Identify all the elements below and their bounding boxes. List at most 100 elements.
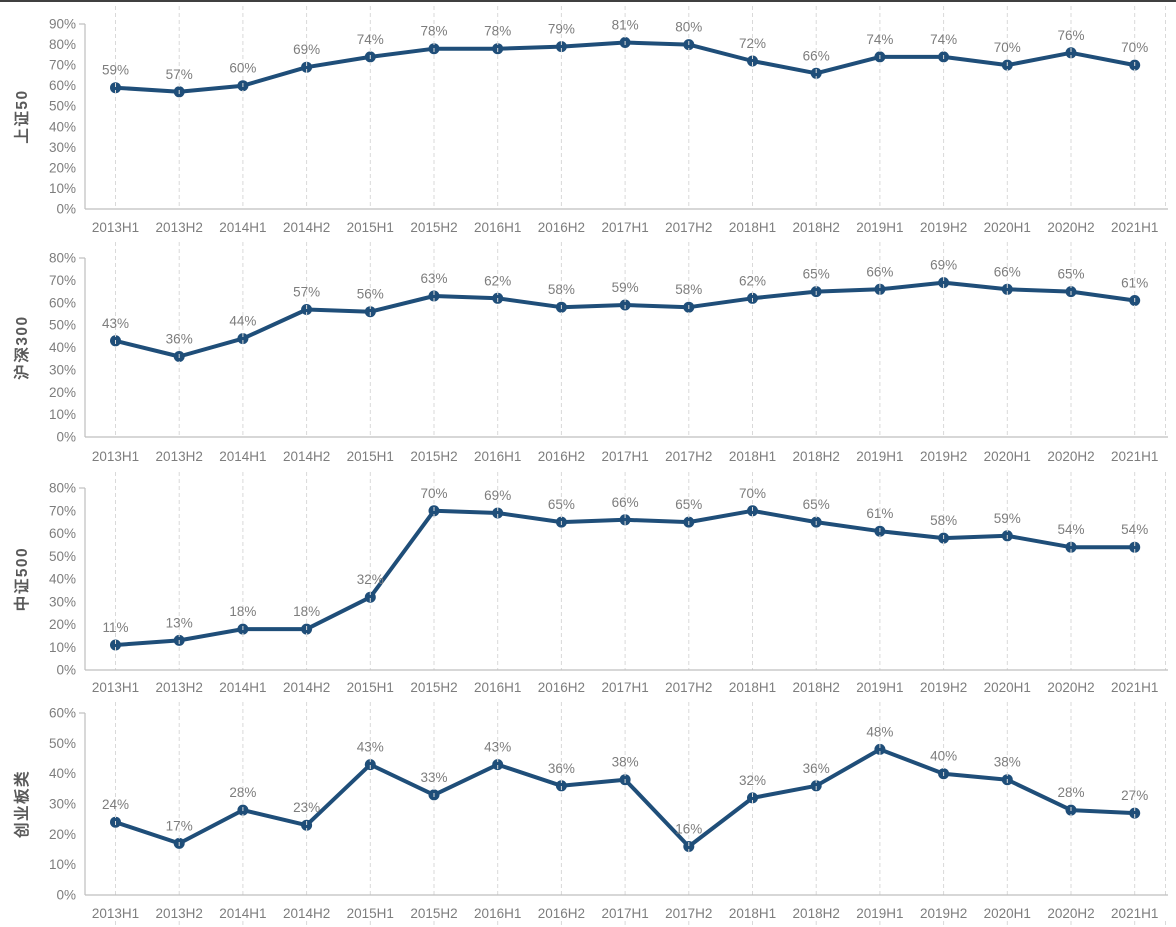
x-tick-label: 2017H1 (601, 906, 648, 921)
data-point-marker (810, 67, 822, 79)
x-tick-label: 2014H1 (219, 449, 266, 464)
data-label: 36% (803, 761, 830, 776)
data-point-marker (1065, 541, 1077, 553)
data-label: 62% (484, 273, 511, 288)
chart-panel-3: 0% 10% 20% 30% 40% 50% 60% 70% 80% 2013H1 2013H2 20… (12, 472, 1168, 695)
x-tick-label: 2018H1 (729, 906, 776, 921)
y-tick-label: 70% (49, 273, 76, 288)
x-tick-label: 2016H2 (538, 449, 585, 464)
y-tick-label: 40% (49, 572, 76, 587)
y-axis-title: 中证500 (12, 547, 31, 611)
data-point-marker (874, 283, 886, 295)
data-label: 65% (1057, 267, 1084, 282)
data-point-marker (110, 82, 121, 94)
x-tick-label: 2015H1 (347, 220, 394, 235)
x-tick-label: 2019H1 (856, 906, 903, 921)
data-label: 38% (994, 755, 1021, 770)
y-tick-label: 50% (49, 736, 76, 751)
y-tick-label: 0% (56, 202, 76, 217)
data-label: 81% (612, 18, 639, 33)
y-tick-label: 60% (49, 295, 76, 310)
data-point-marker (110, 639, 121, 651)
x-tick-label: 2017H1 (601, 220, 648, 235)
y-tick-label: 0% (56, 888, 76, 903)
data-label: 43% (102, 316, 129, 331)
x-tick-label: 2020H2 (1047, 449, 1094, 464)
x-tick-label: 2013H1 (92, 906, 139, 921)
x-tick-label: 2014H2 (283, 220, 330, 235)
y-tick-label: 50% (49, 549, 76, 564)
y-tick-label: 80% (49, 37, 76, 52)
data-label: 69% (293, 42, 320, 57)
data-label: 32% (739, 773, 766, 788)
data-label: 74% (357, 32, 384, 47)
x-tick-label: 2014H2 (283, 449, 330, 464)
data-label: 38% (612, 755, 639, 770)
x-tick-label: 2013H2 (156, 220, 203, 235)
x-tick-label: 2013H1 (92, 220, 139, 235)
y-tick-label: 40% (49, 119, 76, 134)
x-tick-label: 2016H1 (474, 680, 521, 695)
data-label: 72% (739, 36, 766, 51)
data-point-marker (364, 759, 376, 771)
x-tick-label: 2016H1 (474, 449, 521, 464)
data-point-marker (555, 41, 567, 53)
x-tick-label: 2019H1 (856, 220, 903, 235)
y-axis-title: 上证50 (13, 89, 31, 143)
x-tick-label: 2016H1 (474, 906, 521, 921)
x-tick-label: 2020H2 (1047, 220, 1094, 235)
x-tick-label: 2015H2 (410, 449, 457, 464)
data-label: 76% (1057, 28, 1084, 43)
x-tick-label: 2016H1 (474, 220, 521, 235)
data-label: 27% (1121, 788, 1148, 803)
x-tick-label: 2021H1 (1111, 906, 1158, 921)
x-tick-label: 2017H2 (665, 220, 712, 235)
x-tick-label: 2017H2 (665, 680, 712, 695)
x-tick-label: 2019H1 (856, 680, 903, 695)
data-label: 43% (484, 740, 511, 755)
data-label: 54% (1121, 522, 1148, 537)
data-label: 57% (166, 67, 193, 82)
data-label: 66% (612, 495, 639, 510)
x-tick-label: 2018H1 (729, 220, 776, 235)
data-label: 70% (739, 486, 766, 501)
data-label: 54% (1057, 522, 1084, 537)
x-tick-label: 2019H2 (920, 906, 967, 921)
x-tick-label: 2017H2 (665, 906, 712, 921)
chart-panel-1: 0% 10% 20% 30% 40% 50% 60% 70% 80% 90% 2013H1 2013H… (0, 0, 1176, 235)
x-tick-label: 2019H1 (856, 449, 903, 464)
y-tick-label: 30% (49, 594, 76, 609)
data-label: 36% (166, 332, 193, 347)
data-label: 59% (102, 63, 129, 78)
data-label: 70% (420, 486, 447, 501)
data-label: 33% (420, 770, 447, 785)
y-axis-title: 创业板类 (12, 770, 31, 839)
data-label: 17% (166, 818, 193, 833)
data-label: 80% (675, 20, 702, 35)
data-label: 74% (866, 32, 893, 47)
data-label: 69% (930, 258, 957, 273)
data-label: 65% (548, 497, 575, 512)
data-label: 43% (357, 740, 384, 755)
data-label: 60% (229, 61, 256, 76)
data-label: 78% (420, 24, 447, 39)
x-tick-label: 2015H1 (347, 449, 394, 464)
y-tick-label: 70% (49, 58, 76, 73)
y-tick-label: 60% (49, 706, 76, 721)
chart-panel-4: 0% 10% 20% 30% 40% 50% 60% 2013H1 2013H2 2014H1 20… (12, 702, 1168, 927)
y-tick-label: 10% (49, 640, 76, 655)
y-tick-label: 20% (49, 385, 76, 400)
data-label: 40% (930, 749, 957, 764)
data-label: 48% (866, 724, 893, 739)
data-label: 58% (675, 282, 702, 297)
chart-panel-2: 0% 10% 20% 30% 40% 50% 60% 70% 80% 2013H1 2013H2 20… (12, 242, 1168, 464)
x-tick-label: 2016H2 (538, 906, 585, 921)
x-tick-label: 2021H1 (1111, 680, 1158, 695)
data-label: 23% (293, 800, 320, 815)
data-label: 70% (994, 40, 1021, 55)
x-tick-label: 2015H2 (410, 906, 457, 921)
data-label: 78% (484, 24, 511, 39)
y-tick-label: 30% (49, 362, 76, 377)
data-label: 62% (739, 273, 766, 288)
x-tick-label: 2015H1 (347, 680, 394, 695)
